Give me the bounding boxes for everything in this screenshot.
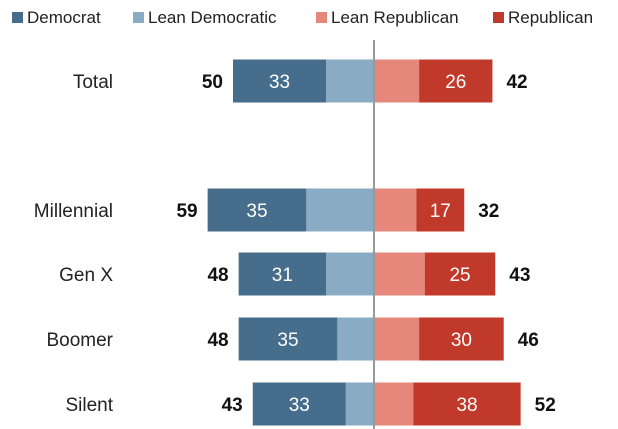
total-republican-millennial: 32 [478,201,499,222]
legend-label-lean-democratic: Lean Democratic [148,8,277,27]
bar-democrat-total [233,59,327,103]
legend-swatch-lean-democratic [133,12,144,23]
legend-swatch-democrat [12,12,23,23]
label-republican-millennial: 17 [430,201,451,222]
category-label-gen-x: Gen X [59,265,113,286]
category-label-silent: Silent [65,395,113,416]
label-republican-gen-x: 25 [449,265,470,286]
total-democratic-millennial: 59 [176,201,197,222]
bar-lean-democratic-total [326,59,374,103]
legend-label-republican: Republican [508,8,593,27]
total-republican-silent: 52 [535,395,556,416]
total-democratic-gen-x: 48 [207,265,228,286]
label-democrat-gen-x: 31 [272,265,293,286]
bar-republican-total [419,59,493,103]
label-republican-silent: 38 [456,395,477,416]
total-democratic-boomer: 48 [207,330,228,351]
bar-lean-republican-silent [374,382,414,426]
bar-democrat-silent [252,382,346,426]
bar-lean-democratic-silent [345,382,374,426]
bar-lean-republican-total [374,59,420,103]
bar-lean-republican-boomer [374,317,420,361]
label-democrat-total: 33 [269,72,290,93]
label-republican-total: 26 [445,72,466,93]
category-label-boomer: Boomer [46,330,113,351]
total-democratic-total: 50 [202,72,223,93]
bar-republican-boomer [419,317,504,361]
label-democrat-millennial: 35 [246,201,267,222]
bar-lean-republican-gen-x [374,252,425,296]
bar-lean-democratic-gen-x [326,252,374,296]
legend-label-lean-republican: Lean Republican [331,8,459,27]
legend-swatch-lean-republican [316,12,327,23]
bar-democrat-gen-x [238,252,327,296]
label-republican-boomer: 30 [451,330,472,351]
bar-lean-democratic-millennial [306,188,374,232]
bar-lean-republican-millennial [374,188,417,232]
category-label-total: Total [73,72,113,93]
legend-swatch-republican [493,12,504,23]
total-republican-boomer: 46 [518,330,539,351]
bar-lean-democratic-boomer [337,317,374,361]
legend-label-democrat: Democrat [27,8,101,27]
bar-republican-gen-x [424,252,496,296]
bar-republican-millennial [416,188,465,232]
bar-democrat-millennial [207,188,307,232]
total-democratic-silent: 43 [222,395,243,416]
category-label-millennial: Millennial [34,201,113,222]
bar-democrat-boomer [238,317,338,361]
label-democrat-silent: 33 [289,395,310,416]
total-republican-gen-x: 43 [509,265,530,286]
label-democrat-boomer: 35 [277,330,298,351]
bar-republican-silent [413,382,521,426]
total-republican-total: 42 [506,72,527,93]
